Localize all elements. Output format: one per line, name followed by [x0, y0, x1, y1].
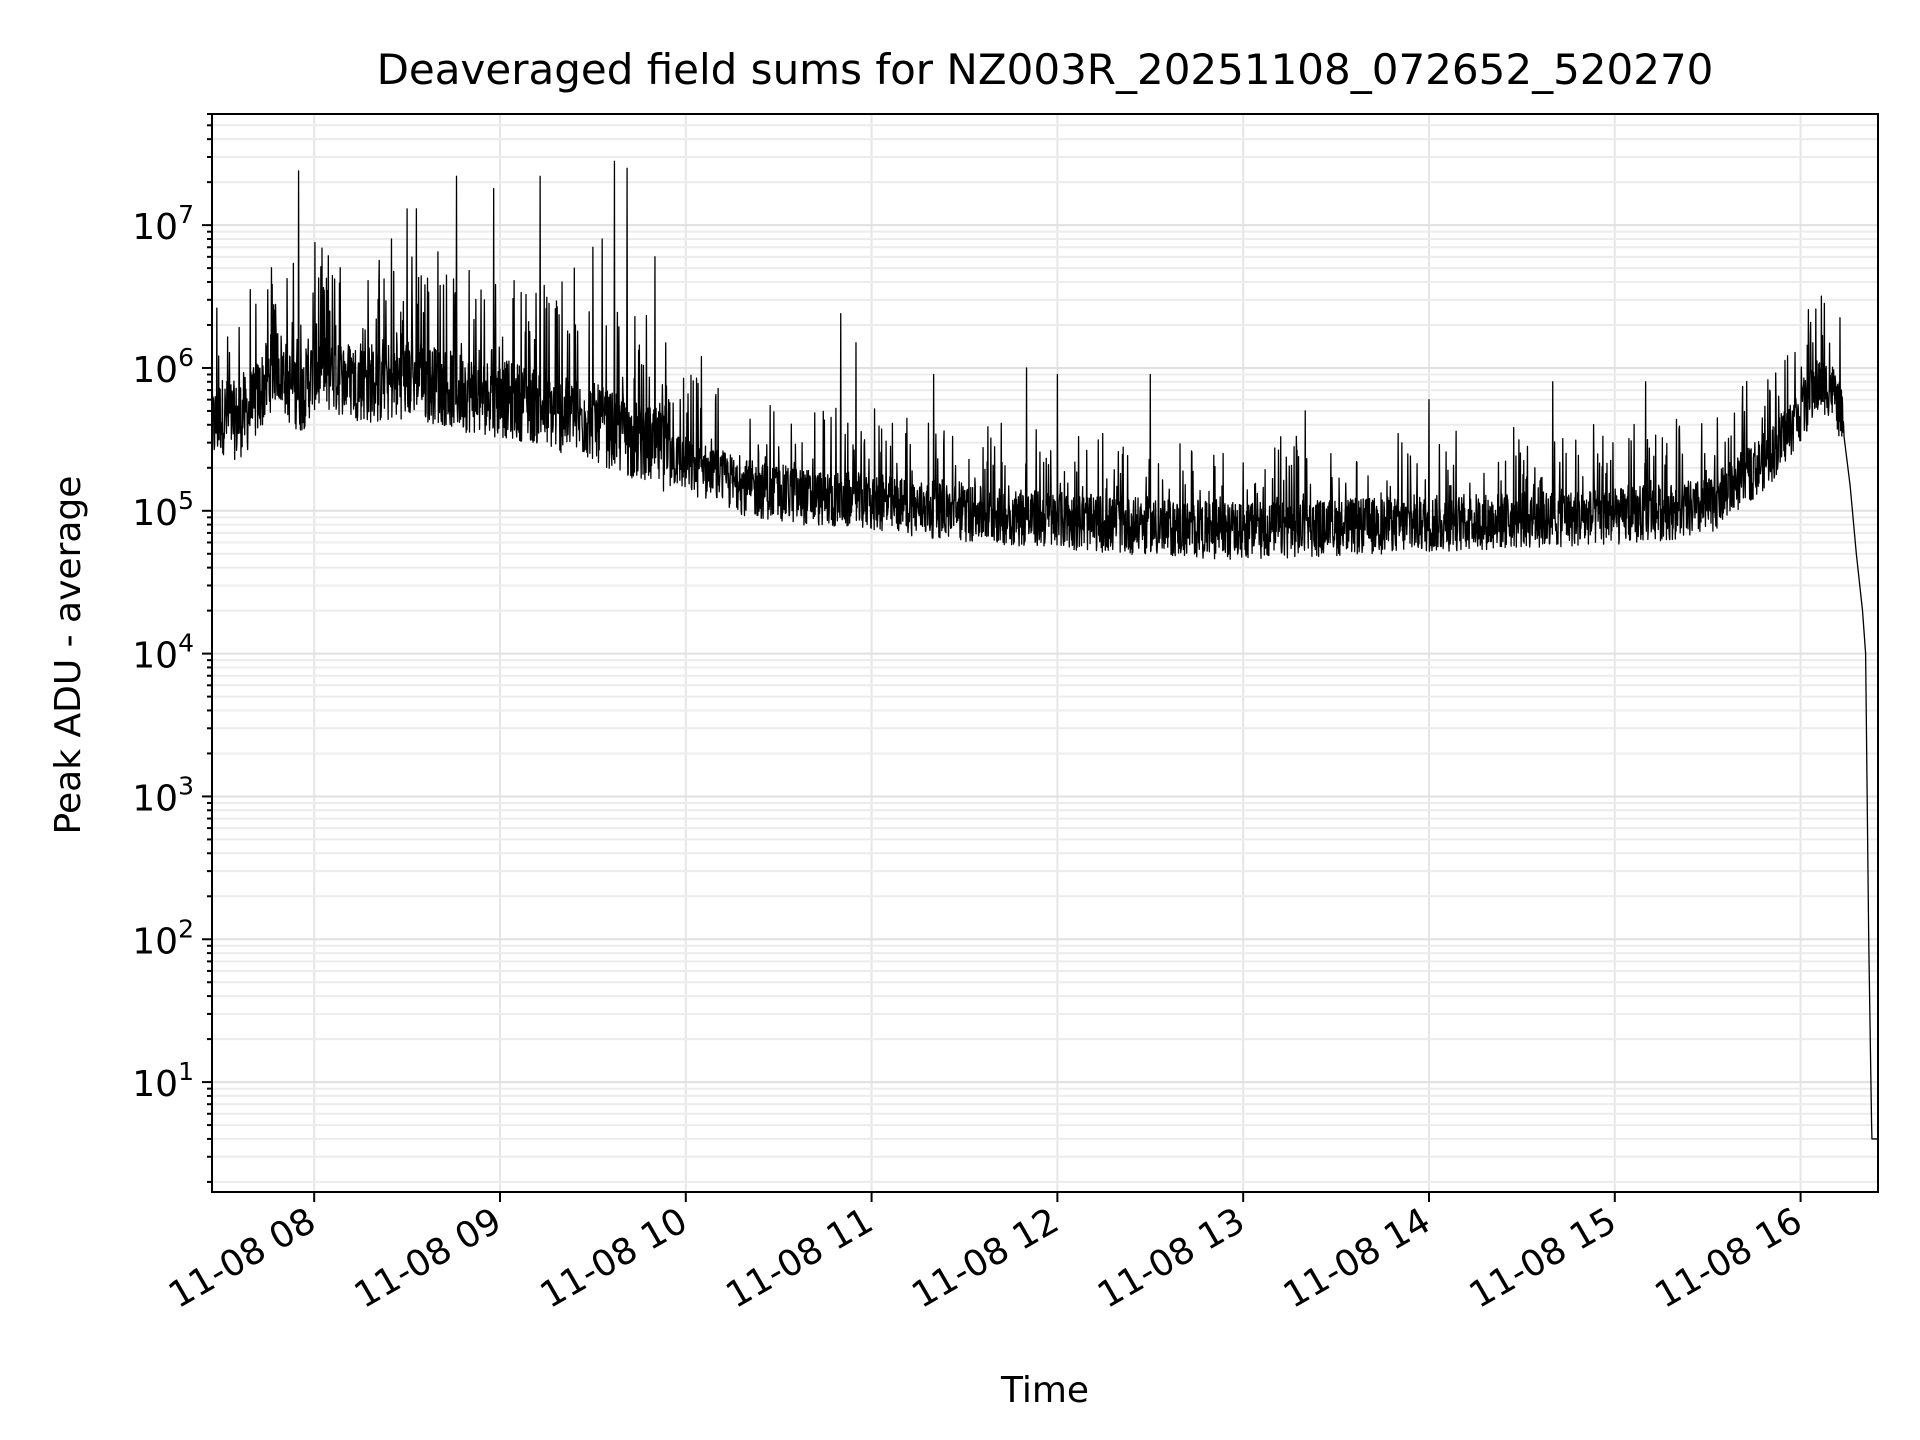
- series-layer: [211, 160, 1879, 1140]
- y-tick-base: 10: [132, 921, 178, 962]
- y-tick-exponent: 7: [178, 200, 194, 229]
- y-tick-base: 10: [132, 493, 178, 534]
- x-axis-label: Time: [1000, 1370, 1089, 1411]
- y-tick-label: 103: [132, 771, 194, 819]
- y-tick-label: 104: [132, 629, 194, 677]
- y-tick-exponent: 6: [178, 343, 194, 372]
- y-tick-exponent: 5: [178, 486, 194, 515]
- series-line: [211, 160, 1879, 1140]
- y-tick-label: 102: [132, 914, 194, 962]
- y-tick-base: 10: [132, 636, 178, 677]
- y-tick-label: 101: [132, 1057, 194, 1105]
- y-axis-label: Peak ADU - average: [48, 476, 89, 835]
- y-tick-exponent: 3: [178, 771, 194, 800]
- y-tick-exponent: 2: [178, 914, 194, 943]
- y-tick-base: 10: [132, 1064, 178, 1105]
- y-tick-label: 107: [132, 200, 194, 248]
- y-tick-base: 10: [132, 778, 178, 819]
- y-tick-label: 105: [132, 486, 194, 534]
- y-tick-label: 106: [132, 343, 194, 391]
- y-tick-exponent: 1: [178, 1057, 194, 1086]
- y-tick-base: 10: [132, 350, 178, 391]
- y-tick-base: 10: [132, 207, 178, 248]
- chart-title: Deaveraged field sums for NZ003R_2025110…: [377, 45, 1714, 94]
- y-tick-exponent: 4: [178, 629, 194, 658]
